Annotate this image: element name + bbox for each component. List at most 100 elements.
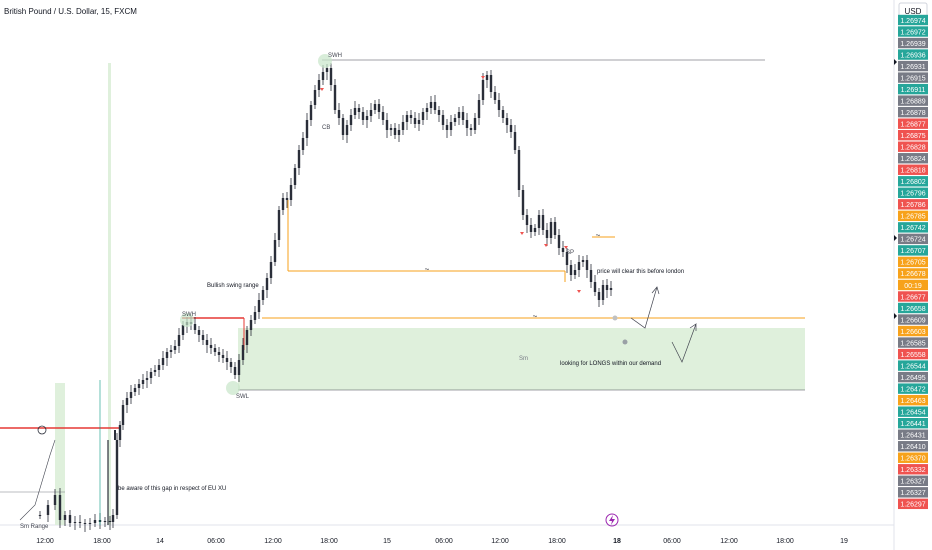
price-tag[interactable]	[898, 256, 928, 268]
candle-body	[88, 523, 92, 524]
price-tag[interactable]	[898, 314, 928, 325]
price-tag[interactable]	[898, 487, 928, 498]
candle-body	[513, 132, 517, 150]
price-tag[interactable]	[898, 406, 928, 417]
candle-body	[337, 110, 341, 118]
candle-body	[477, 100, 481, 118]
price-tag[interactable]	[898, 233, 928, 245]
candle-body	[581, 260, 585, 262]
price-label: 1.26463	[900, 398, 925, 405]
price-tag[interactable]	[898, 279, 928, 291]
price-tag[interactable]	[898, 325, 928, 337]
price-tag[interactable]	[898, 441, 928, 452]
label-bullish-swing-range: Bullish swing range	[207, 283, 259, 289]
price-tag[interactable]	[898, 72, 928, 83]
candle-body	[457, 112, 461, 118]
price-tag[interactable]	[898, 429, 928, 440]
price-label: 1.26441	[900, 421, 925, 428]
price-tag[interactable]	[898, 49, 928, 60]
price-tag[interactable]	[898, 418, 928, 429]
price-label: 1.26875	[900, 133, 925, 140]
lightning-icon[interactable]	[605, 513, 619, 527]
price-tag[interactable]	[898, 37, 928, 49]
price-tag[interactable]	[898, 210, 928, 222]
price-tag[interactable]	[898, 291, 928, 302]
candle-body	[213, 348, 217, 352]
candle-body	[377, 104, 381, 112]
candle-body	[329, 68, 333, 85]
swh-marker	[318, 54, 332, 68]
candle-body	[601, 285, 605, 300]
price-tag[interactable]	[898, 498, 928, 510]
price-pointer	[894, 59, 897, 65]
price-tag[interactable]	[898, 394, 928, 406]
time-label: 14	[156, 538, 164, 545]
candle-body	[469, 128, 473, 130]
price-axis[interactable]: 1.26974 1.26972 1.26939 1.26936 1.26931 1.269…	[894, 14, 928, 510]
label-swl: SWL	[236, 394, 250, 400]
price-tag[interactable]	[898, 337, 928, 348]
candle-body	[333, 85, 337, 110]
price-tag[interactable]	[898, 26, 928, 37]
currency-button[interactable]: USD	[905, 7, 922, 16]
price-label: 1.26796	[900, 191, 925, 198]
price-tag[interactable]	[898, 222, 928, 233]
price-label: 1.26327	[900, 479, 925, 486]
sm-range-zone	[55, 383, 65, 525]
price-tag[interactable]	[898, 268, 928, 279]
price-tag[interactable]	[898, 245, 928, 256]
price-tag[interactable]	[898, 130, 928, 141]
price-tag[interactable]	[898, 14, 928, 26]
candle-body	[393, 128, 397, 135]
candle-body	[349, 115, 353, 125]
candle-body	[405, 115, 409, 122]
price-tag[interactable]	[898, 187, 928, 198]
symbol-title[interactable]: British Pound / U.S. Dollar, 15, FXCM	[4, 7, 137, 16]
price-label: 1.26824	[900, 156, 925, 163]
label-looking-longs: looking for LONGS within our demand	[560, 361, 661, 367]
candle-body	[437, 110, 441, 115]
price-tag[interactable]	[898, 360, 928, 371]
price-tag[interactable]	[898, 475, 928, 486]
candle-body	[125, 398, 129, 405]
price-tag[interactable]	[898, 371, 928, 383]
candle-body	[537, 215, 541, 228]
candle-body	[453, 118, 457, 122]
candle-body	[93, 520, 97, 523]
candle-body	[118, 425, 122, 440]
candle-body	[221, 355, 225, 358]
candle-body	[397, 130, 401, 135]
candle-body	[565, 252, 569, 265]
price-tag[interactable]	[898, 95, 928, 106]
price-tag[interactable]	[898, 83, 928, 95]
price-tag[interactable]	[898, 452, 928, 463]
target-marker	[37, 425, 47, 435]
price-tag[interactable]	[898, 164, 928, 175]
price-tag[interactable]	[898, 153, 928, 164]
price-label: 1.26410	[900, 444, 925, 451]
candle-body	[209, 345, 213, 348]
price-tag[interactable]	[898, 199, 928, 210]
candle-body	[38, 515, 42, 516]
price-tag[interactable]	[898, 60, 928, 72]
candle-body	[573, 270, 577, 275]
candle-body	[293, 168, 297, 185]
candle-body	[449, 122, 453, 130]
price-tag[interactable]	[898, 106, 928, 118]
candle-body	[245, 330, 249, 345]
candle-body	[481, 80, 485, 100]
price-tag[interactable]	[898, 118, 928, 129]
candle-body	[341, 118, 345, 135]
candle-body	[205, 340, 209, 345]
price-tag[interactable]	[898, 464, 928, 475]
price-tag[interactable]	[898, 176, 928, 187]
price-tag[interactable]	[898, 141, 928, 152]
price-label: 1.26936	[900, 52, 925, 59]
candle-body	[533, 228, 537, 232]
time-axis[interactable]: 12:00 18:00 14 06:00 12:00 18:00 15 06:00 12:00 1…	[36, 538, 848, 545]
price-tag[interactable]	[898, 348, 928, 360]
price-tag[interactable]	[898, 383, 928, 394]
price-tag[interactable]	[898, 302, 928, 314]
candle-body	[529, 225, 533, 232]
